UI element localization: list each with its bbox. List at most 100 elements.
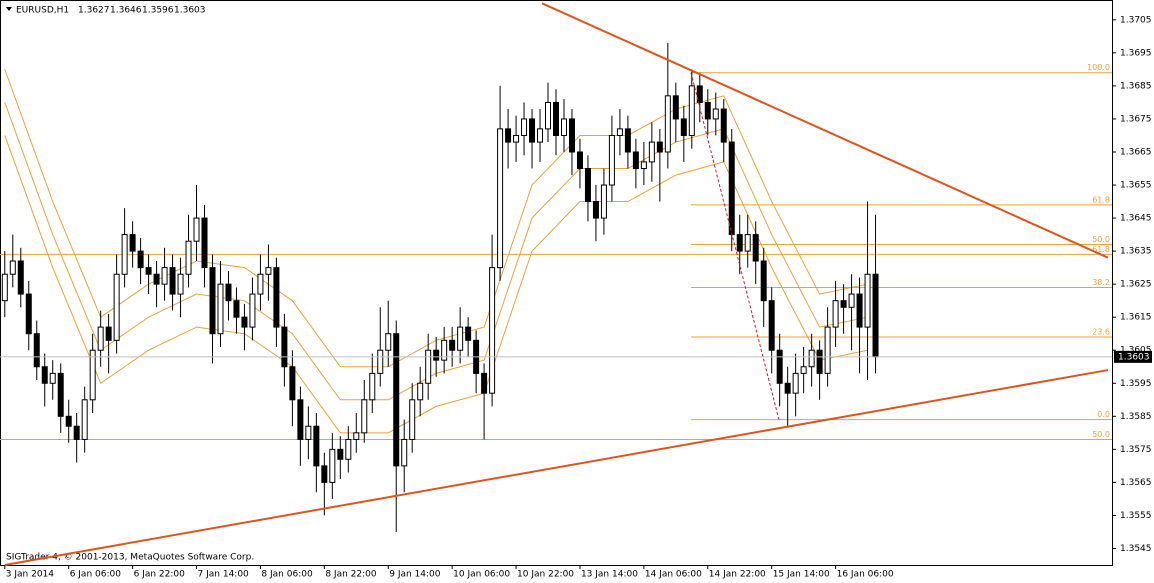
candle-body	[113, 273, 120, 341]
candle-body	[489, 267, 496, 394]
candle-body	[1, 273, 8, 302]
candle-body	[233, 300, 240, 318]
footer: SIGTrader 4, © 2001-2013, MetaQuotes Sof…	[6, 553, 254, 563]
candle-body	[449, 339, 456, 351]
level-label: 50.0	[1092, 430, 1110, 439]
candle-body	[193, 217, 200, 242]
y-tick-label: 1.3665	[1120, 147, 1152, 157]
candle-body	[361, 399, 368, 434]
candle-body	[465, 326, 472, 341]
candle-body	[385, 333, 392, 351]
candle-body	[776, 349, 783, 384]
candle-body	[608, 134, 615, 186]
candle-body	[736, 234, 743, 252]
candle-body	[417, 382, 424, 401]
header-open: 1.3627	[78, 6, 110, 16]
candle-body	[872, 273, 879, 358]
candle-body	[209, 267, 216, 335]
y-tick-label: 1.3635	[1120, 247, 1152, 257]
candle-body	[57, 372, 64, 417]
candle-body	[529, 118, 536, 143]
x-tick-label: 6 Jan 22:00	[134, 570, 186, 580]
candle-body	[273, 267, 280, 328]
candle-body	[513, 134, 520, 143]
candle-body	[217, 283, 224, 335]
level-label: 61.8	[1092, 245, 1110, 254]
candle-body	[441, 339, 448, 361]
candle-body	[329, 448, 336, 483]
menu-arrow[interactable]	[6, 7, 12, 11]
candle-body	[313, 425, 320, 467]
x-tick-label: 15 Jan 14:00	[773, 570, 830, 580]
candle-body	[800, 366, 807, 374]
candle-body	[97, 326, 104, 351]
candle-body	[584, 168, 591, 203]
candle-body	[137, 250, 144, 269]
candle-body	[864, 273, 871, 328]
candle-body	[656, 141, 663, 153]
y-tick-label: 1.3585	[1120, 412, 1152, 422]
candle-body	[457, 326, 464, 351]
candle-body	[848, 293, 855, 308]
y-tick-label: 1.3655	[1120, 181, 1152, 191]
candle-body	[65, 415, 72, 427]
candle-body	[17, 260, 24, 295]
candle-body	[624, 128, 631, 153]
candle-body	[712, 108, 719, 120]
candle-body	[105, 326, 112, 341]
last-price-box	[1114, 350, 1152, 363]
y-tick-label: 1.3615	[1120, 313, 1152, 323]
candle-body	[728, 141, 735, 236]
candle-body	[41, 366, 48, 384]
candle-body	[768, 300, 775, 351]
candle-body	[576, 151, 583, 170]
fib-label: 38.2	[1092, 278, 1110, 287]
x-tick-label: 13 Jan 14:00	[581, 570, 638, 580]
candle-body	[640, 161, 647, 170]
x-tick-label: 6 Jan 06:00	[70, 570, 122, 580]
candle-body	[680, 118, 687, 136]
y-tick-label: 1.3675	[1120, 114, 1152, 124]
candle-body	[816, 349, 823, 374]
candle-body	[249, 293, 256, 328]
candle-body	[25, 293, 32, 335]
candle-body	[704, 101, 711, 120]
candle-body	[89, 349, 96, 401]
candle-body	[401, 438, 408, 467]
y-tick-label: 1.3685	[1120, 81, 1152, 91]
fib-label: 0.0	[1097, 410, 1110, 419]
candle-body	[153, 273, 160, 285]
candle-body	[257, 273, 264, 295]
candle-body	[281, 326, 288, 368]
candle-body	[241, 316, 248, 328]
candle-body	[321, 465, 328, 483]
candle-body	[409, 399, 416, 440]
candle-body	[688, 85, 695, 136]
candle-body	[177, 273, 184, 295]
candle-body	[353, 432, 360, 440]
y-tick-label: 1.3595	[1120, 379, 1152, 389]
candle-body	[760, 260, 767, 302]
candle-body	[73, 425, 80, 440]
candle-body	[616, 128, 623, 136]
moving-average	[4, 135, 868, 434]
header-low: 1.3596	[142, 6, 174, 16]
candle-body	[560, 118, 567, 136]
plot-border	[0, 0, 1113, 566]
candle-body	[752, 234, 759, 262]
candle-body	[553, 101, 559, 136]
last-price-label: 1.3603	[1118, 352, 1150, 362]
candle-body	[521, 118, 528, 136]
candle-body	[545, 101, 552, 130]
candle-body	[297, 399, 304, 440]
candle-body	[169, 267, 176, 295]
x-tick-label: 3 Jan 2014	[6, 570, 54, 580]
fib-label: 23.6	[1092, 328, 1110, 337]
candle-body	[49, 372, 56, 384]
candle-body	[808, 349, 815, 368]
x-tick-label: 14 Jan 06:00	[645, 570, 702, 580]
candle-body	[201, 217, 208, 269]
candle-body	[568, 118, 575, 153]
